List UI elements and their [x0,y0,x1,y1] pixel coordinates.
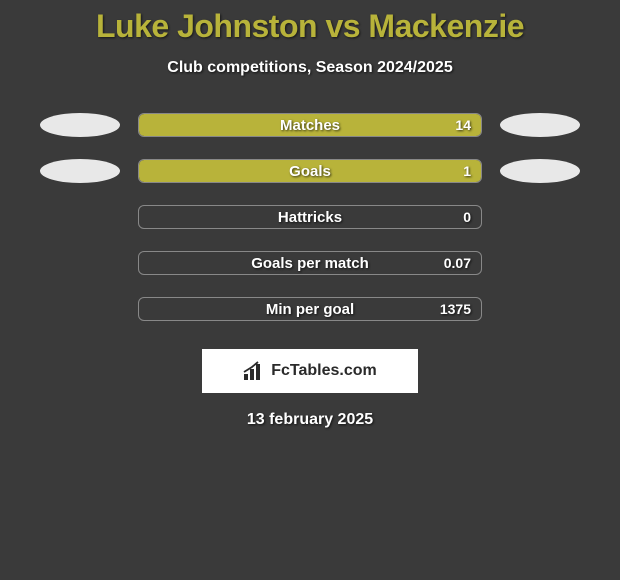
stat-value: 1375 [440,298,471,320]
stat-row: Min per goal1375 [0,297,620,321]
date-text: 13 february 2025 [0,411,620,429]
stat-row: Hattricks0 [0,205,620,229]
stat-bar: Goals1 [138,159,482,183]
stat-bar: Goals per match0.07 [138,251,482,275]
brand-footer[interactable]: FcTables.com [202,349,418,393]
stat-value: 14 [455,114,471,136]
right-spacer [500,297,580,321]
left-spacer [40,205,120,229]
right-spacer [500,251,580,275]
stat-bar: Hattricks0 [138,205,482,229]
stat-label: Matches [139,114,481,136]
stat-value: 0 [463,206,471,228]
stat-bar: Min per goal1375 [138,297,482,321]
brand-text: FcTables.com [271,362,377,380]
stat-label: Hattricks [139,206,481,228]
left-ellipse [40,113,120,137]
subtitle: Club competitions, Season 2024/2025 [0,59,620,77]
stat-label: Min per goal [139,298,481,320]
left-spacer [40,297,120,321]
stat-value: 1 [463,160,471,182]
left-ellipse [40,159,120,183]
stat-value: 0.07 [444,252,471,274]
stat-bar: Matches14 [138,113,482,137]
stat-row: Goals per match0.07 [0,251,620,275]
stats-comparison-card: Luke Johnston vs Mackenzie Club competit… [0,0,620,580]
page-title: Luke Johnston vs Mackenzie [0,8,620,45]
right-ellipse [500,113,580,137]
stat-label: Goals per match [139,252,481,274]
stat-rows-container: Matches14 Goals1 Hattricks0 Goals per match… [0,113,620,321]
stat-row: Matches14 [0,113,620,137]
stat-row: Goals1 [0,159,620,183]
right-spacer [500,205,580,229]
stat-label: Goals [139,160,481,182]
left-spacer [40,251,120,275]
bars-icon [243,361,265,381]
right-ellipse [500,159,580,183]
